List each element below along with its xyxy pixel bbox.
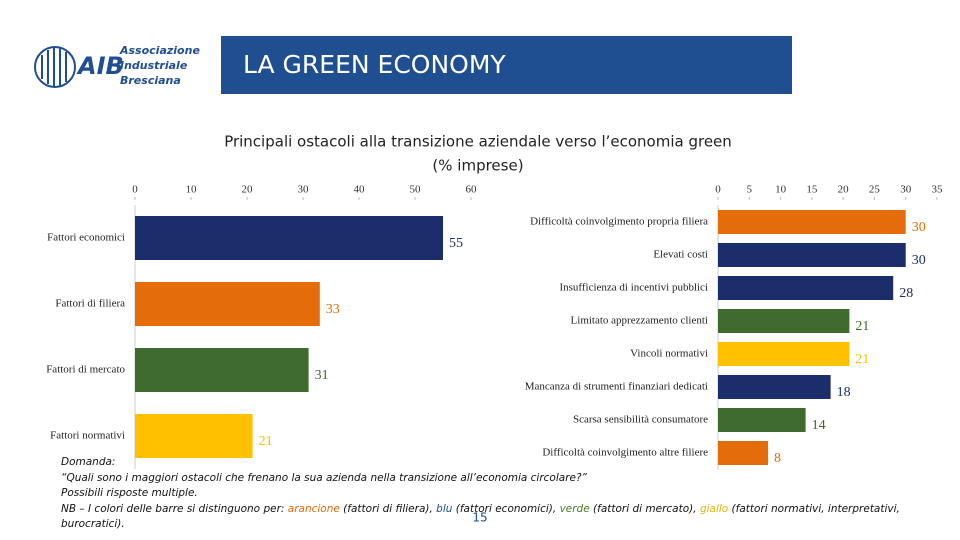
footer: Domanda: “Quali sono i maggiori ostacoli… — [61, 455, 921, 533]
logo-shape — [41, 48, 67, 86]
x-tick-label: 60 — [466, 184, 478, 196]
bar — [718, 210, 906, 234]
logo: AIB Associazione Industriale Bresciana — [34, 44, 200, 88]
value-label: 21 — [855, 319, 869, 334]
x-tick-label: 10 — [186, 184, 198, 196]
category-label: Insufficienza di incentivi pubblici — [559, 282, 708, 294]
note-text: (fattori normativi, interpretativi, buro… — [61, 502, 900, 531]
bar — [718, 243, 906, 267]
chart-subtitle: (% imprese) — [432, 157, 523, 175]
bar — [718, 408, 806, 432]
value-label: 55 — [449, 236, 463, 251]
x-tick-label: 50 — [410, 184, 422, 196]
bar — [135, 216, 443, 260]
value-label: 31 — [315, 368, 329, 383]
bar — [135, 348, 309, 392]
x-tick-label: 0 — [715, 184, 721, 196]
bar — [718, 276, 894, 300]
category-label: Fattori di mercato — [46, 364, 125, 376]
note-color: verde — [559, 502, 590, 515]
bar — [135, 282, 320, 326]
category-label: Fattori economici — [47, 232, 125, 244]
value-label: 21 — [259, 434, 273, 449]
footer-note: NB – I colori delle barre si distinguono… — [61, 502, 921, 533]
note-color: giallo — [699, 502, 729, 515]
logo-text: Associazione — [119, 44, 200, 57]
x-tick-label: 30 — [298, 184, 310, 196]
bar — [718, 375, 831, 399]
value-label: 21 — [855, 352, 869, 367]
x-tick-label: 5 — [747, 184, 753, 196]
x-tick-label: 0 — [132, 184, 138, 196]
category-label: Difficoltà coinvolgimento altre filiere — [542, 447, 708, 459]
category-label: Elevati costi — [653, 249, 708, 261]
value-label: 30 — [912, 253, 926, 268]
value-label: 8 — [774, 451, 781, 466]
x-tick-label: 10 — [775, 184, 787, 196]
x-tick-label: 30 — [900, 184, 912, 196]
x-tick-label: 15 — [806, 184, 818, 196]
category-label: Limitato apprezzamento clienti — [571, 315, 708, 327]
x-tick-label: 20 — [242, 184, 254, 196]
slide-title: LA GREEN ECONOMY — [243, 50, 506, 79]
footer-line: Domanda: — [61, 456, 116, 468]
note-text: (fattori di filiera), — [339, 502, 437, 515]
footer-line: Possibili risposte multiple. — [61, 487, 198, 499]
value-label: 33 — [326, 302, 340, 317]
logo-shape — [34, 46, 76, 88]
x-tick-label: 25 — [869, 184, 881, 196]
category-label: Vincoli normativi — [630, 348, 708, 360]
value-label: 28 — [899, 286, 913, 301]
note-text: NB – I colori delle barre si distinguono… — [61, 502, 288, 515]
x-tick-label: 35 — [932, 184, 944, 196]
bar — [718, 342, 850, 366]
note-color: blu — [436, 502, 453, 515]
value-label: 18 — [837, 385, 851, 400]
chart-title: Principali ostacoli alla transizione azi… — [224, 133, 732, 151]
category-label: Fattori normativi — [50, 430, 125, 442]
value-label: 30 — [912, 220, 926, 235]
bar — [135, 414, 253, 458]
x-tick-label: 20 — [838, 184, 850, 196]
note-text: (fattori di mercato), — [589, 502, 700, 515]
x-tick-label: 40 — [354, 184, 366, 196]
bar — [718, 441, 769, 465]
title-box — [221, 36, 792, 94]
category-label: Difficoltà coinvolgimento propria filier… — [530, 216, 708, 228]
bar — [718, 309, 850, 333]
category-label: Scarsa sensibilità consumatore — [573, 414, 708, 426]
value-label: 14 — [812, 418, 826, 433]
footer-line: “Quali sono i maggiori ostacoli che fren… — [61, 471, 587, 484]
category-label: Fattori di filiera — [55, 298, 125, 310]
logo-mark: AIB — [76, 52, 124, 80]
page-number: 15 — [472, 511, 487, 525]
note-color: arancione — [287, 502, 340, 515]
note-text: (fattori economici), — [452, 502, 560, 515]
logo-text: Bresciana — [120, 74, 181, 87]
category-label: Mancanza di strumenti finanziari dedicat… — [525, 381, 708, 393]
logo-text: Industriale — [120, 59, 188, 72]
